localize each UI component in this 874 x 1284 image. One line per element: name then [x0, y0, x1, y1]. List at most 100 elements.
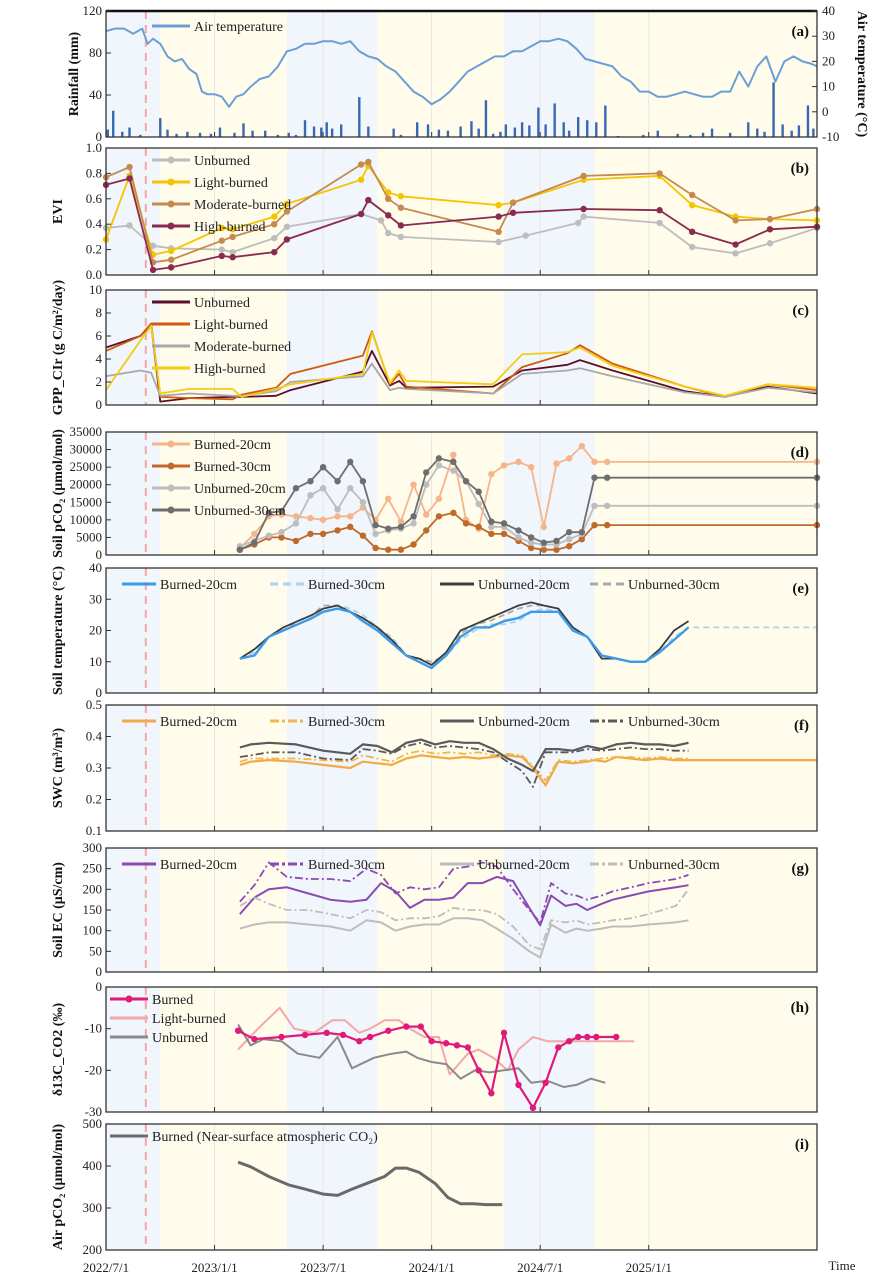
- y2-tick-label: 30: [822, 28, 835, 43]
- plot-frame: [105, 431, 818, 556]
- legend-label: Unburned-20cm: [194, 482, 286, 497]
- series-line-burned-near-surface-atmospheric-co-: [237, 1160, 503, 1207]
- legend-label: Unburned-20cm: [478, 578, 570, 593]
- rainfall-bar: [763, 131, 766, 137]
- season-band: [377, 1124, 505, 1250]
- y-tick-label: 150: [83, 902, 103, 917]
- data-point: [323, 1029, 330, 1037]
- y-tick-label: -30: [85, 1104, 102, 1119]
- rainfall-bar: [528, 125, 531, 137]
- y-tick-label: 4: [96, 351, 103, 366]
- series-line-burned-30cm: [239, 749, 689, 782]
- data-point: [766, 215, 774, 223]
- rainfall-bar: [121, 131, 124, 137]
- data-point: [500, 530, 508, 538]
- x-tick-label: 2024/7/1: [517, 1260, 563, 1275]
- data-point: [435, 495, 443, 502]
- season-band: [377, 705, 505, 831]
- y-tick-label: 0: [96, 547, 103, 562]
- x-tick-label: 2022/7/1: [83, 1260, 129, 1275]
- legend-label: Light-burned: [194, 318, 268, 333]
- y-tick-label: 6: [96, 328, 103, 343]
- rainfall-bar: [656, 130, 659, 137]
- rainfall-bar: [553, 103, 556, 137]
- data-point: [603, 474, 611, 481]
- data-point: [442, 1040, 450, 1047]
- data-point: [462, 520, 470, 527]
- data-point: [334, 527, 341, 534]
- data-point: [385, 525, 392, 532]
- data-point: [347, 523, 354, 531]
- rainfall-bar: [294, 134, 298, 137]
- panel-c: 0 2 4 6 8 10 GPP_CIr (g C/m²/day) (c) Unburned Li…: [51, 279, 818, 415]
- data-point: [167, 247, 175, 255]
- rainfall-bar: [446, 130, 450, 137]
- y-axis-label: Soil temperature (°C): [51, 566, 66, 695]
- rainfall-bar: [330, 128, 334, 137]
- data-point: [292, 520, 300, 527]
- data-point: [450, 467, 457, 474]
- panel-label: (i): [795, 1137, 809, 1153]
- data-point: [453, 1042, 461, 1049]
- data-point: [612, 1033, 620, 1041]
- season-band: [594, 848, 817, 972]
- rainfall-bar: [426, 124, 430, 137]
- season-band: [160, 848, 287, 972]
- rainfall-bar: [437, 129, 441, 137]
- panel-label: (d): [791, 445, 809, 461]
- x-tick-label: 2025/1/1: [626, 1260, 672, 1275]
- data-point: [218, 224, 225, 232]
- series-line-moderate-burned: [105, 161, 818, 264]
- data-point: [385, 546, 392, 553]
- y-tick-label: 400: [83, 1158, 103, 1173]
- data-point: [423, 481, 430, 488]
- data-point: [555, 1044, 562, 1051]
- data-point: [410, 481, 417, 488]
- legend-label: Burned-30cm: [308, 715, 385, 730]
- series-line-air-temperature: [105, 27, 818, 108]
- data-point: [265, 509, 273, 517]
- season-band: [106, 568, 161, 693]
- data-point: [385, 195, 392, 202]
- rainfall-bar: [218, 127, 222, 137]
- data-point: [365, 196, 372, 204]
- rainfall-bar: [491, 133, 495, 137]
- legend-label: Light-burned: [152, 1012, 226, 1027]
- y-tick-label: 500: [83, 1116, 103, 1131]
- season-band: [160, 705, 287, 831]
- rainfall-bar: [470, 121, 473, 137]
- data-point: [218, 252, 225, 260]
- rainfall-bar: [537, 107, 540, 137]
- rainfall-bar: [756, 128, 759, 137]
- panel-label: (c): [792, 303, 809, 319]
- data-point: [553, 546, 560, 553]
- y-tick-label: 0: [96, 129, 103, 144]
- data-point: [578, 442, 586, 450]
- data-point: [372, 544, 379, 552]
- y-axis-label: Rainfall (mm): [67, 31, 82, 116]
- data-point: [527, 463, 535, 471]
- data-point: [357, 161, 365, 168]
- data-point: [307, 492, 314, 499]
- rainfall-bar: [128, 127, 131, 137]
- rainfall-bar: [477, 128, 480, 137]
- y-tick-label: 30: [89, 591, 102, 606]
- data-point: [732, 241, 739, 248]
- season-band: [504, 568, 595, 693]
- data-point: [356, 1037, 363, 1045]
- season-band: [594, 432, 817, 555]
- data-point: [292, 513, 300, 520]
- data-point: [397, 222, 405, 229]
- legend-label: Burned-20cm: [160, 858, 237, 873]
- y-tick-label: 0.3: [86, 760, 102, 775]
- panel-f: 0.1 0.2 0.3 0.4 0.5 SWC (m³/m³) (f) Burned-20cm…: [51, 697, 818, 838]
- data-point: [339, 1031, 347, 1039]
- panel-label: (a): [792, 24, 810, 40]
- data-point: [229, 233, 236, 241]
- data-point: [403, 1023, 410, 1030]
- rainfall-bar: [112, 110, 115, 137]
- data-point: [565, 455, 573, 462]
- data-point: [229, 226, 236, 233]
- legend-label: Burned-30cm: [308, 858, 385, 873]
- rainfall-bar: [392, 128, 395, 137]
